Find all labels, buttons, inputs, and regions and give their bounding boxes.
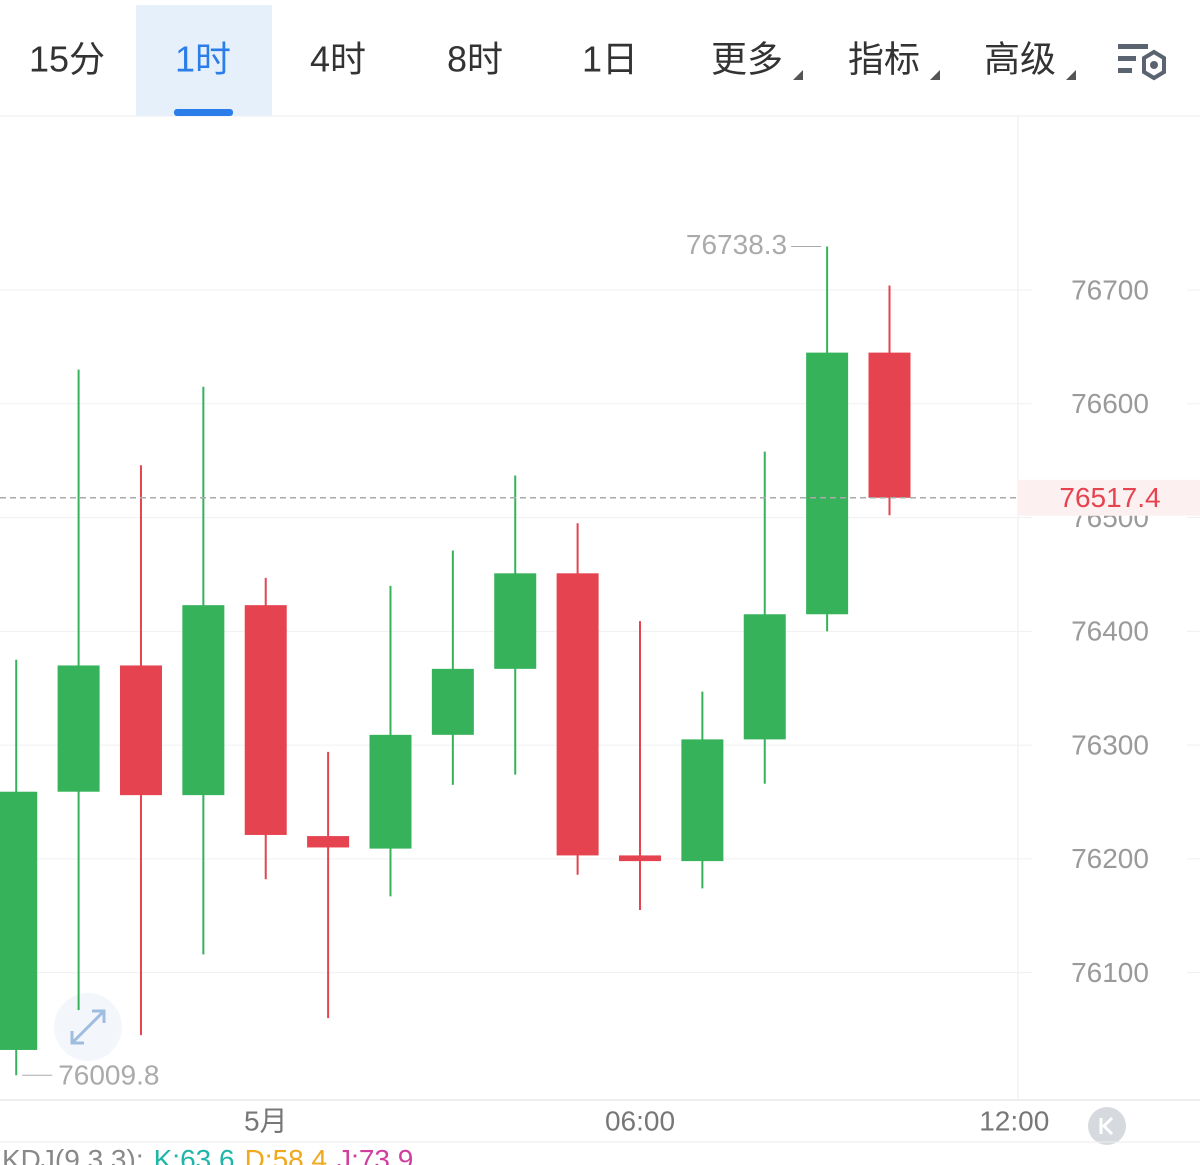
indicator-value: J:73.9 [337,1144,413,1165]
candle-body [369,734,412,849]
candle-body [307,836,350,848]
candle-body [182,605,225,796]
back-icon[interactable] [1088,1107,1126,1145]
candle-body [868,352,911,498]
x-tick-label: 06:00 [605,1105,675,1136]
y-tick-label: 76400 [1071,616,1149,647]
indicator-row: KDJ(9,3,3): K:63.6 D:58.4 J:73.9 [2,1144,413,1165]
high-label: 76738.3 [686,229,787,260]
icon-bar [1118,68,1132,73]
tab-indicator [174,109,233,116]
tab[interactable]: 15分 [29,39,105,80]
icon-k [1099,1116,1114,1136]
tab[interactable]: 高级 [984,39,1056,80]
icon-arrow [70,1009,106,1045]
x-tick-label: 5月 [244,1105,288,1136]
candle-body [494,573,537,669]
candle-body [119,665,162,796]
indicator-value: D:58.4 [245,1144,328,1165]
y-tick-label: 76600 [1071,388,1149,419]
icon-bar [1118,56,1136,61]
candle-body [681,739,724,862]
tab[interactable]: 8时 [447,39,503,80]
tab[interactable]: 4时 [310,39,366,80]
candle-body [431,668,474,735]
tab-selected-bg [136,5,272,116]
tab[interactable]: 更多 [711,39,783,80]
y-tick-label: 76700 [1071,274,1149,305]
y-tick-label: 76300 [1071,729,1149,760]
candle-body [618,855,661,862]
dropdown-caret [793,70,803,80]
last-price-label: 76517.4 [1059,482,1160,513]
indicator-name: KDJ(9,3,3): [2,1144,144,1165]
icon-dot [1150,61,1158,69]
candle-body [556,573,599,856]
candle-body [57,665,100,792]
x-tick-label: 12:00 [979,1105,1049,1136]
icon-bar [1118,44,1148,49]
tab[interactable]: 1日 [582,39,638,80]
icon-bg [1088,1107,1126,1145]
settings-icon[interactable] [1118,44,1166,81]
candle-body [0,791,38,1050]
tab[interactable]: 1时 [175,39,231,80]
dropdown-caret [1066,70,1076,80]
tab[interactable]: 指标 [848,39,920,80]
indicator-value: K:63.6 [154,1144,235,1165]
icon-hex [1142,49,1166,81]
last-price-bg [1018,479,1200,516]
candle-body [743,614,786,740]
candle-body [806,352,849,615]
low-label: 76009.8 [58,1060,159,1091]
y-tick-label: 76200 [1071,843,1149,874]
expand-icon[interactable] [54,993,122,1061]
y-tick-label: 76100 [1071,957,1149,988]
dropdown-caret [930,70,940,80]
candle-body [244,605,287,835]
